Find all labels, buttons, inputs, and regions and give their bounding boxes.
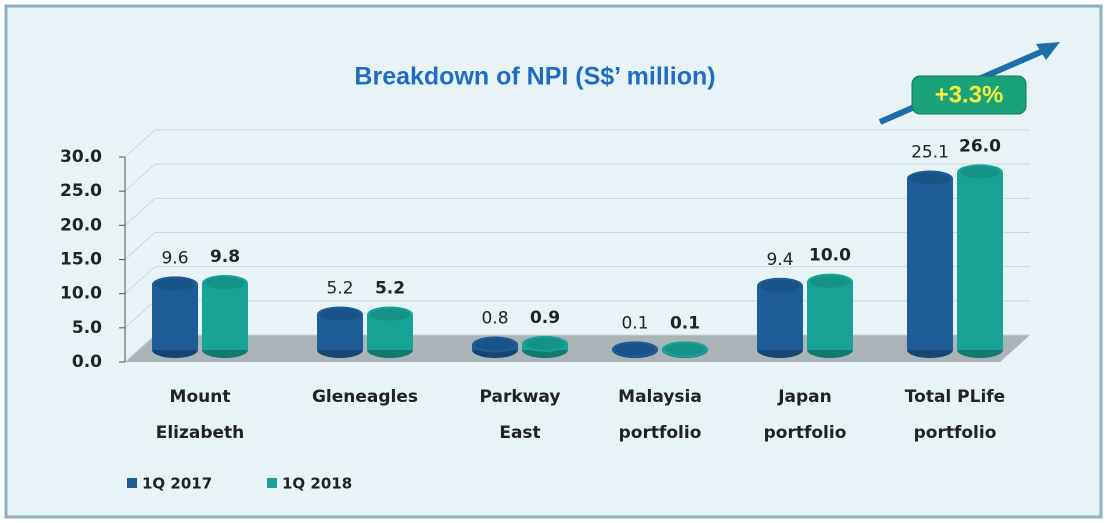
value-label: 26.0 — [959, 136, 1001, 156]
value-label: 0.8 — [481, 309, 508, 329]
annotation-box — [911, 75, 1027, 115]
y-tick-label: 20.0 — [60, 215, 102, 235]
annotation: +3.3% — [935, 81, 1004, 108]
bar-part — [957, 172, 1003, 350]
bar-part — [202, 283, 248, 350]
value-label: 5.2 — [375, 278, 405, 298]
grid-line — [124, 232, 1030, 260]
value-label: 0.9 — [530, 308, 560, 328]
legend-label: 1Q 2017 — [142, 475, 212, 493]
bar — [662, 341, 708, 358]
grid-line — [124, 197, 1030, 226]
x-tick-label: Malaysia portfolio — [618, 387, 702, 443]
bar-part — [760, 279, 800, 292]
value-label: 9.8 — [210, 247, 240, 267]
bar-part — [615, 343, 655, 356]
bar-part — [910, 172, 950, 185]
legend-swatch — [267, 478, 277, 488]
y-tick-label: 25.0 — [60, 181, 102, 201]
value-label: 9.4 — [766, 250, 793, 270]
y-tick-label: 5.0 — [72, 318, 102, 338]
arrow-head — [1036, 42, 1060, 60]
bar-part — [320, 308, 360, 321]
bar-part — [525, 337, 565, 350]
bar — [957, 164, 1003, 358]
grid-line — [124, 266, 1030, 295]
x-tick-label: Total PLife portfolio — [905, 387, 1005, 443]
bar-part — [152, 284, 198, 350]
bar-part — [205, 277, 245, 290]
y-tick-label: 0.0 — [72, 352, 102, 372]
bar — [317, 306, 363, 358]
y-tick-label: 15.0 — [60, 250, 102, 270]
y-tick-label: 10.0 — [60, 284, 102, 304]
bar — [367, 306, 413, 358]
legend-swatch — [127, 478, 137, 488]
y-tick-label: 30.0 — [60, 147, 102, 167]
bar-part — [807, 281, 853, 350]
x-tick-label: Japan portfolio — [764, 387, 847, 443]
chart-title: Breakdown of NPI (S$’ million) — [354, 63, 715, 91]
bar — [472, 336, 518, 358]
bar-part — [907, 178, 953, 350]
bar — [522, 335, 568, 358]
floor — [125, 335, 1030, 362]
bar — [152, 276, 198, 358]
value-label: 0.1 — [670, 313, 700, 333]
value-label: 10.0 — [809, 246, 851, 266]
value-label: 25.1 — [911, 142, 949, 162]
bar-part — [665, 343, 705, 356]
x-tick-label: Gleneagles — [312, 387, 418, 407]
grid-line — [124, 163, 1030, 192]
bar — [807, 273, 853, 358]
value-label: 5.2 — [326, 278, 353, 298]
grid-line — [124, 129, 1030, 158]
bar-part — [155, 278, 195, 291]
bar — [202, 275, 248, 358]
bar — [612, 341, 658, 358]
bar — [757, 277, 803, 358]
value-label: 9.6 — [161, 248, 188, 268]
x-tick-label: Parkway East — [480, 387, 561, 443]
bar-part — [370, 308, 410, 321]
bar-part — [810, 275, 850, 288]
bar — [907, 170, 953, 358]
bar-part — [475, 338, 515, 351]
bar-part — [757, 285, 803, 350]
x-tick-label: Mount Elizabeth — [156, 387, 245, 443]
bar-part — [960, 166, 1000, 179]
value-label: 0.1 — [621, 313, 648, 333]
legend-label: 1Q 2018 — [282, 475, 352, 493]
